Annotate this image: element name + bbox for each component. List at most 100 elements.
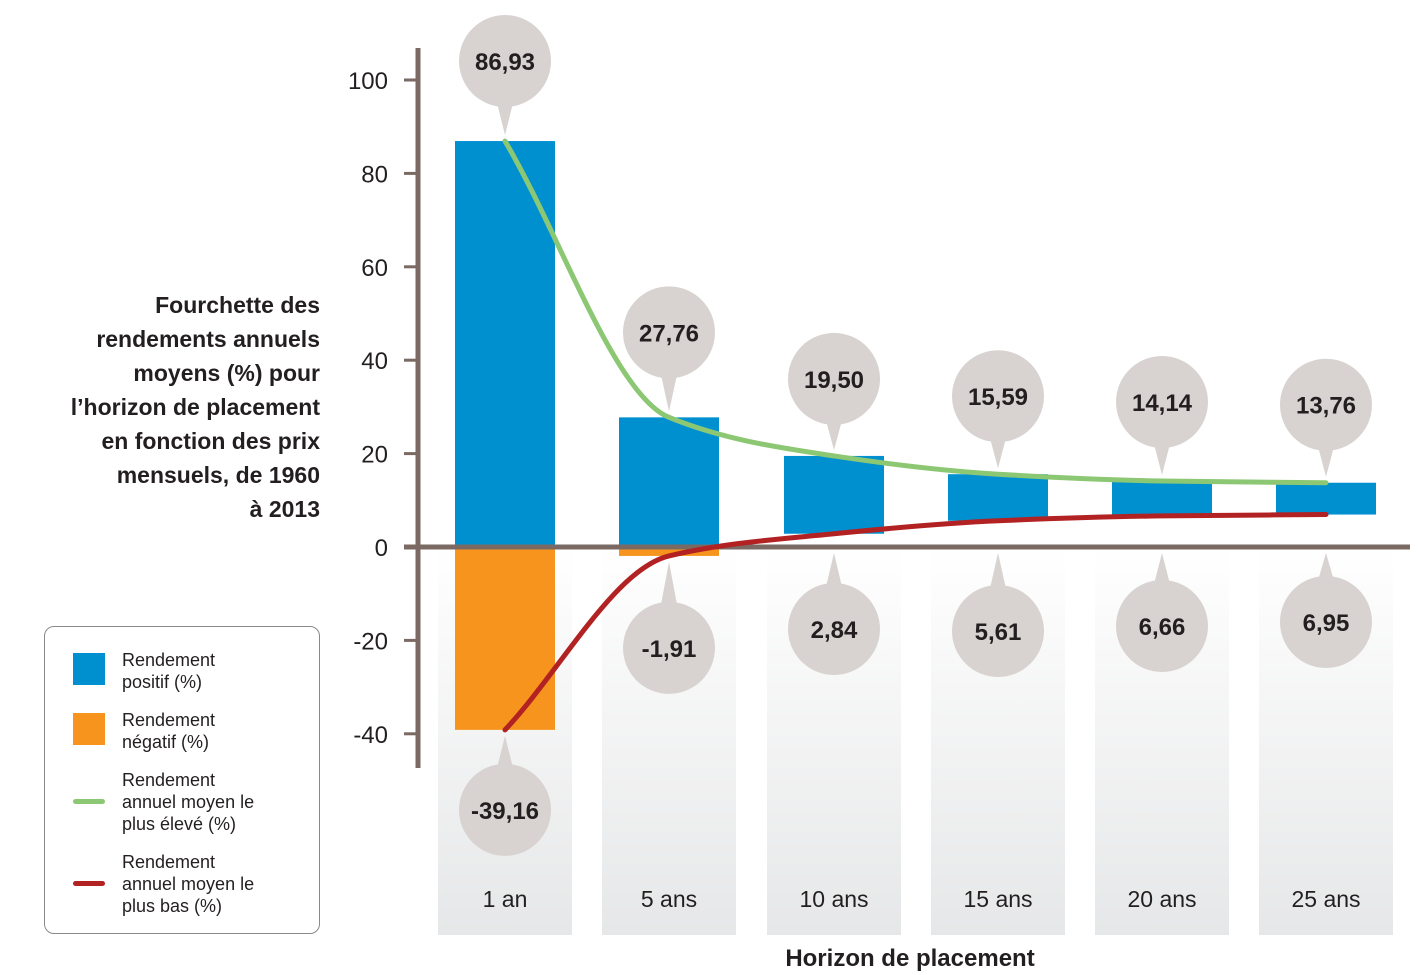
callout-high: 19,50 — [788, 332, 880, 450]
data-label: -1,91 — [642, 636, 697, 663]
bar-positive — [619, 417, 719, 547]
y-axis-label-line: l’horizon de placement — [70, 394, 320, 420]
legend-label-positive: Rendement positif (%) — [122, 649, 312, 693]
legend-text-line: négatif (%) — [122, 732, 210, 752]
bar-positive — [948, 474, 1048, 521]
data-label: 6,95 — [1303, 610, 1350, 637]
legend-label-negative: Rendement négatif (%) — [122, 709, 312, 753]
x-tick-label: 15 ans — [963, 886, 1032, 912]
y-tick-label: 0 — [375, 535, 388, 562]
data-label: 86,93 — [475, 49, 535, 76]
callout-low: -1,91 — [623, 561, 715, 694]
legend-text-line: positif (%) — [122, 672, 203, 692]
legend-swatch-negative — [73, 713, 105, 745]
y-axis-label: Fourchette des rendements annuels moyens… — [8, 288, 320, 526]
x-tick-label: 5 ans — [641, 886, 697, 912]
y-tick-label: 80 — [361, 161, 388, 188]
x-tick-label: 20 ans — [1127, 886, 1196, 912]
callout-pointer — [1153, 439, 1171, 475]
data-label: 6,66 — [1139, 614, 1186, 641]
callout-low: 2,84 — [788, 553, 880, 675]
series-line-low — [502, 512, 1329, 733]
data-label: 5,61 — [975, 619, 1022, 646]
legend-label-low: Rendement annuel moyen le plus bas (%) — [122, 851, 312, 917]
bar-positive — [1276, 482, 1376, 515]
callout-high: 13,76 — [1280, 358, 1372, 477]
bar-positive — [1112, 480, 1212, 516]
legend-text-line: annuel moyen le — [122, 792, 255, 812]
y-tick-label: 60 — [361, 255, 388, 282]
callout-bubble — [459, 763, 551, 856]
y-tick-label: 40 — [361, 348, 388, 375]
callout-low: -39,16 — [459, 735, 551, 856]
callout-bubble — [1280, 358, 1372, 451]
legend-label-high: Rendement annuel moyen le plus élevé (%) — [122, 769, 312, 835]
series-line-high — [502, 138, 1329, 486]
y-tick-label: -40 — [353, 722, 388, 749]
callout-pointer — [825, 553, 843, 591]
y-tick-label: -20 — [353, 628, 388, 655]
y-axis-label-line: rendements annuels — [96, 326, 320, 352]
data-label: 19,50 — [804, 367, 864, 394]
callout-pointer — [989, 434, 1007, 469]
legend-text-line: Rendement — [122, 710, 216, 730]
legend: Rendement positif (%) Rendement négatif … — [44, 626, 320, 934]
callout-pointer — [660, 561, 678, 610]
callout-bubble — [788, 332, 880, 425]
legend-text-line: plus bas (%) — [122, 896, 223, 916]
callout-bubble — [1116, 580, 1208, 672]
legend-line-low — [73, 881, 105, 886]
callout-bubble — [788, 583, 880, 675]
legend-text-line: Rendement — [122, 770, 216, 790]
bar-negative — [455, 547, 555, 730]
callout-bubble — [623, 601, 715, 694]
callout-high: 14,14 — [1116, 355, 1208, 475]
callout-bubble — [952, 350, 1044, 443]
callout-pointer — [496, 735, 514, 772]
callout-pointer — [989, 553, 1007, 593]
callout-bubble — [623, 286, 715, 379]
callout-bubble — [1280, 576, 1372, 668]
callout-high: 27,76 — [623, 286, 715, 412]
callout-pointer — [496, 99, 514, 136]
data-label: 13,76 — [1296, 393, 1356, 420]
callout-bubble — [1116, 355, 1208, 448]
data-label: 2,84 — [811, 617, 858, 644]
y-axis-label-line: mensuels, de 1960 — [116, 462, 320, 488]
legend-text-line: Rendement — [122, 852, 216, 872]
data-label: 15,59 — [968, 384, 1028, 411]
callout-high: 15,59 — [952, 350, 1044, 469]
callout-pointer — [825, 416, 843, 450]
x-tick-label: 10 ans — [799, 886, 868, 912]
legend-swatch-positive — [73, 653, 105, 685]
y-axis-label-line: en fonction des prix — [101, 428, 320, 454]
callout-bubble — [459, 15, 551, 108]
callout-low: 6,66 — [1116, 553, 1208, 672]
bar-negative — [619, 547, 719, 556]
callout-bubble — [952, 585, 1044, 677]
callout-pointer — [1317, 442, 1335, 477]
callout-pointer — [1153, 553, 1171, 588]
callout-high: 86,93 — [459, 15, 551, 136]
y-tick-label: 20 — [361, 442, 388, 469]
callout-low: 6,95 — [1280, 553, 1372, 668]
x-axis-label: Horizon de placement — [785, 945, 1035, 972]
y-axis-label-line: à 2013 — [249, 496, 320, 522]
callout-pointer — [660, 370, 678, 412]
x-tick-label: 25 ans — [1291, 886, 1360, 912]
data-label: 14,14 — [1132, 390, 1193, 417]
legend-text-line: annuel moyen le — [122, 874, 255, 894]
y-tick-label: 100 — [348, 68, 388, 95]
legend-text-line: Rendement — [122, 650, 216, 670]
data-label: 27,76 — [639, 320, 699, 347]
callout-low: 5,61 — [952, 553, 1044, 677]
bar-positive — [455, 141, 555, 547]
y-axis-label-line: moyens (%) pour — [133, 360, 320, 386]
x-tick-label: 1 an — [483, 886, 528, 912]
legend-line-high — [73, 799, 105, 804]
data-label: -39,16 — [471, 798, 539, 825]
legend-text-line: plus élevé (%) — [122, 814, 237, 834]
bar-positive — [784, 455, 884, 534]
y-axis-label-line: Fourchette des — [155, 292, 320, 318]
